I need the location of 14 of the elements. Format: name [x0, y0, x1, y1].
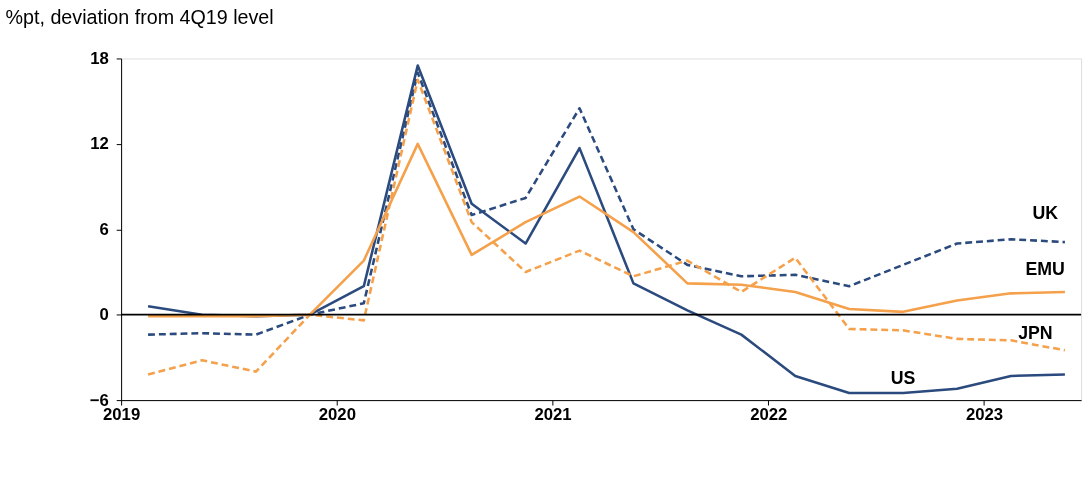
- x-tick-label: 2021: [534, 405, 572, 425]
- x-tick-label: 2020: [318, 405, 356, 425]
- x-tick-label: 2023: [965, 405, 1004, 425]
- series-label: EMU: [1025, 259, 1065, 280]
- x-tick-label: 2022: [750, 405, 788, 425]
- series-label: JPN: [1018, 323, 1053, 344]
- x-tick-label: 2019: [103, 405, 141, 425]
- y-tick-label: 0: [99, 305, 109, 325]
- series-label: UK: [1032, 203, 1059, 224]
- y-tick-label: 12: [90, 134, 109, 154]
- y-tick-label: 6: [99, 219, 109, 239]
- chart-title: %pt, deviation from 4Q19 level: [5, 6, 274, 28]
- y-tick-label: 18: [90, 48, 109, 68]
- series-label: US: [890, 368, 916, 389]
